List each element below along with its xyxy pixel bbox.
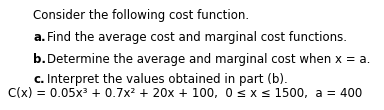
Text: Consider the following cost function.: Consider the following cost function. <box>33 9 250 22</box>
Text: C(x) = 0.05x³ + 0.7x² + 20x + 100,  0 ≤ x ≤ 1500,  a = 400: C(x) = 0.05x³ + 0.7x² + 20x + 100, 0 ≤ x… <box>8 87 362 100</box>
Text: b.: b. <box>33 53 46 66</box>
Text: Determine the average and marginal cost when x = a.: Determine the average and marginal cost … <box>47 53 370 66</box>
Text: a.: a. <box>33 31 46 44</box>
Text: c.: c. <box>33 73 45 86</box>
Text: Find the average cost and marginal cost functions.: Find the average cost and marginal cost … <box>47 31 347 44</box>
Text: Interpret the values obtained in part (b).: Interpret the values obtained in part (b… <box>47 73 288 86</box>
